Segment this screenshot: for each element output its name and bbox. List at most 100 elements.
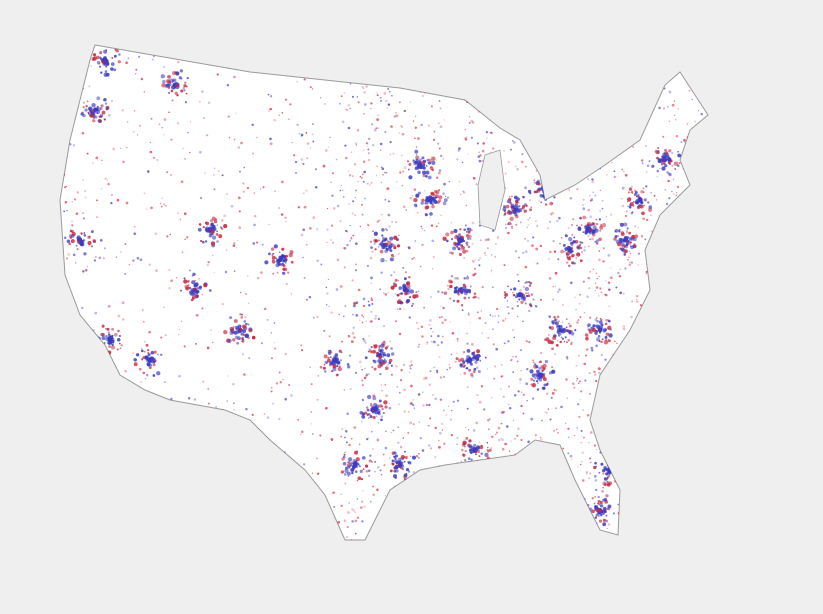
dot [391, 221, 393, 223]
dot [660, 162, 663, 165]
dot [553, 388, 556, 391]
dot [413, 188, 417, 191]
dot [412, 423, 415, 426]
dot [200, 239, 203, 243]
dot [522, 251, 525, 255]
dot [573, 386, 576, 389]
dot [359, 225, 362, 228]
dot [410, 360, 413, 363]
dot [477, 155, 481, 158]
dot [427, 198, 431, 202]
dot [140, 347, 143, 350]
dot [378, 353, 381, 357]
dot [366, 372, 368, 375]
dot [76, 191, 79, 194]
dot [163, 203, 166, 206]
dot [435, 176, 439, 179]
dot [416, 321, 419, 324]
dot [379, 96, 382, 99]
dot [100, 188, 103, 190]
dot [340, 184, 342, 187]
dot [82, 88, 85, 90]
dot [370, 310, 373, 313]
dot [389, 140, 392, 144]
dot [510, 440, 512, 442]
dot [404, 271, 407, 274]
dot [634, 234, 639, 239]
dot [601, 468, 606, 473]
dot [554, 353, 557, 356]
dot [417, 163, 422, 168]
dot [602, 327, 607, 333]
dot [401, 126, 404, 128]
dot [520, 404, 523, 408]
dot [412, 159, 415, 162]
dot [206, 134, 209, 137]
dot [405, 290, 411, 295]
dot [83, 232, 86, 234]
dot [356, 129, 360, 132]
dot [326, 207, 329, 210]
dot [146, 208, 148, 210]
dot [213, 219, 218, 224]
dot [664, 149, 667, 152]
dot [554, 271, 558, 275]
dot [66, 209, 68, 212]
dot [528, 341, 531, 344]
dot [438, 439, 440, 442]
dot [557, 258, 560, 261]
dot [508, 406, 512, 410]
dot [423, 306, 425, 309]
dot [343, 266, 346, 269]
dot [613, 175, 616, 179]
dot [487, 247, 489, 249]
dot [593, 373, 597, 377]
dot [623, 246, 626, 249]
dot [369, 256, 373, 260]
dot [431, 239, 435, 243]
dot [556, 428, 558, 430]
dot [374, 460, 377, 463]
dot [442, 409, 445, 412]
dot [108, 338, 112, 342]
dot [525, 280, 529, 284]
dot [121, 301, 125, 304]
dot [614, 228, 619, 233]
dot [599, 500, 603, 505]
dot [540, 298, 543, 301]
dot [371, 302, 374, 305]
dot [625, 236, 629, 240]
dot [100, 104, 104, 108]
dot [583, 246, 587, 249]
dot [587, 208, 591, 212]
dot [83, 233, 87, 237]
dot [208, 289, 212, 292]
dot [125, 146, 128, 149]
dot [345, 441, 348, 444]
dot [413, 197, 418, 203]
dot [421, 227, 423, 230]
dot [474, 453, 477, 456]
dot [510, 288, 513, 291]
dot [500, 438, 502, 440]
dot [604, 358, 607, 361]
dot [401, 132, 405, 136]
dot [411, 302, 414, 305]
dot [382, 411, 385, 415]
dot [383, 400, 388, 405]
dot [532, 361, 535, 364]
dot [391, 462, 394, 465]
dot [627, 258, 629, 261]
dot [383, 171, 386, 174]
dot [361, 384, 364, 387]
dot [667, 106, 669, 108]
dot [584, 379, 587, 382]
dot [106, 179, 109, 181]
dot [96, 96, 101, 101]
dot [578, 380, 582, 383]
dot [468, 116, 471, 118]
dot [530, 377, 534, 381]
dot [429, 370, 432, 373]
dot [478, 159, 482, 163]
dot [356, 516, 360, 519]
